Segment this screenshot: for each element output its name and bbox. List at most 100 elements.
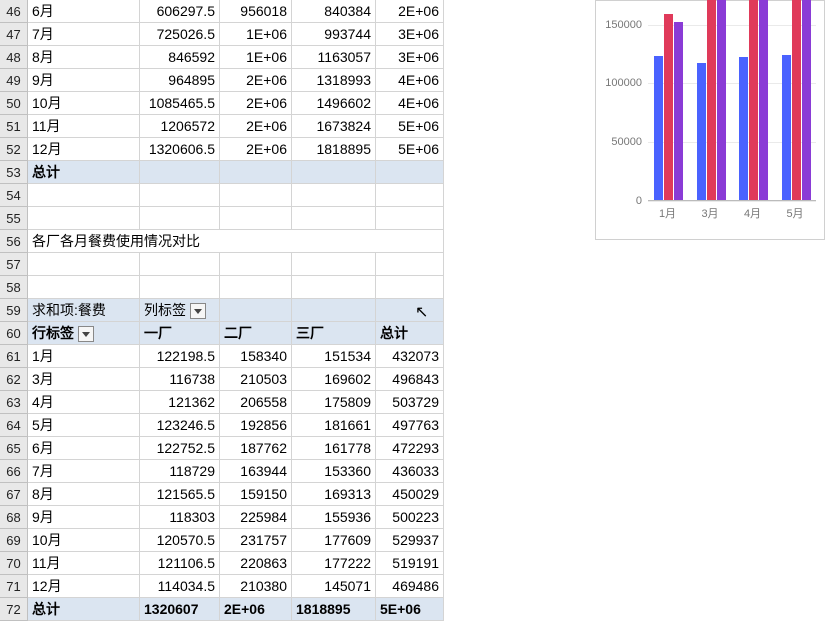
row-header[interactable]: 52	[0, 138, 28, 161]
row-header[interactable]: 48	[0, 46, 28, 69]
cell[interactable]: 145071	[292, 575, 376, 598]
cell[interactable]: 114034.5	[140, 575, 220, 598]
col-header[interactable]: 三厂	[292, 322, 376, 345]
row-header[interactable]: 51	[0, 115, 28, 138]
cell[interactable]: 210503	[220, 368, 292, 391]
cell[interactable]: 4E+06	[376, 69, 444, 92]
row-header[interactable]: 64	[0, 414, 28, 437]
cell[interactable]: 12月	[28, 138, 140, 161]
cell[interactable]	[292, 299, 376, 322]
cell[interactable]: 1318993	[292, 69, 376, 92]
row-header[interactable]: 71	[0, 575, 28, 598]
cell[interactable]	[292, 184, 376, 207]
cell[interactable]	[376, 161, 444, 184]
cell[interactable]: 116738	[140, 368, 220, 391]
cell[interactable]: 169602	[292, 368, 376, 391]
cell[interactable]	[28, 276, 140, 299]
cell[interactable]: 1673824	[292, 115, 376, 138]
row-header[interactable]: 67	[0, 483, 28, 506]
cell[interactable]	[292, 207, 376, 230]
cell[interactable]: 181661	[292, 414, 376, 437]
cell[interactable]: 497763	[376, 414, 444, 437]
cell[interactable]: 121565.5	[140, 483, 220, 506]
row-header[interactable]: 60	[0, 322, 28, 345]
cell[interactable]: 1496602	[292, 92, 376, 115]
cell[interactable]: 177609	[292, 529, 376, 552]
cell[interactable]: 432073	[376, 345, 444, 368]
cell[interactable]	[140, 207, 220, 230]
cell[interactable]: 1818895	[292, 138, 376, 161]
row-header[interactable]: 59	[0, 299, 28, 322]
cell[interactable]: 9月	[28, 506, 140, 529]
row-header[interactable]: 55	[0, 207, 28, 230]
cell[interactable]: 10月	[28, 529, 140, 552]
cell[interactable]: 1月	[28, 345, 140, 368]
cell[interactable]: 121362	[140, 391, 220, 414]
cell[interactable]: 175809	[292, 391, 376, 414]
pivot-field-label[interactable]: 求和项:餐费	[28, 299, 140, 322]
cell[interactable]: 450029	[376, 483, 444, 506]
cell[interactable]	[376, 299, 444, 322]
cell[interactable]: 2E+06	[376, 0, 444, 23]
cell[interactable]: 500223	[376, 506, 444, 529]
cell[interactable]: 220863	[220, 552, 292, 575]
cell[interactable]	[376, 207, 444, 230]
pivot-col-label[interactable]: 列标签	[140, 299, 220, 322]
cell[interactable]: 8月	[28, 46, 140, 69]
cell[interactable]: 2E+06	[220, 92, 292, 115]
cell[interactable]: 503729	[376, 391, 444, 414]
cell[interactable]	[140, 276, 220, 299]
cell[interactable]: 3E+06	[376, 46, 444, 69]
col-header[interactable]: 一厂	[140, 322, 220, 345]
cell[interactable]: 155936	[292, 506, 376, 529]
cell[interactable]: 187762	[220, 437, 292, 460]
cell[interactable]: 9月	[28, 69, 140, 92]
cell[interactable]: 519191	[376, 552, 444, 575]
cell[interactable]: 993744	[292, 23, 376, 46]
row-header[interactable]: 70	[0, 552, 28, 575]
row-header[interactable]: 49	[0, 69, 28, 92]
cell[interactable]	[220, 184, 292, 207]
cell[interactable]: 725026.5	[140, 23, 220, 46]
cell[interactable]: 122198.5	[140, 345, 220, 368]
cell[interactable]: 206558	[220, 391, 292, 414]
cell[interactable]: 3E+06	[376, 23, 444, 46]
row-header[interactable]: 66	[0, 460, 28, 483]
cell[interactable]: 6月	[28, 437, 140, 460]
cell[interactable]: 121106.5	[140, 552, 220, 575]
cell[interactable]: 11月	[28, 115, 140, 138]
cell[interactable]: 151534	[292, 345, 376, 368]
cell[interactable]	[292, 276, 376, 299]
cell[interactable]: 1E+06	[220, 46, 292, 69]
cell[interactable]: 840384	[292, 0, 376, 23]
cell[interactable]: 3月	[28, 368, 140, 391]
dropdown-icon[interactable]	[190, 303, 206, 319]
cell[interactable]: 11月	[28, 552, 140, 575]
cell[interactable]: 177222	[292, 552, 376, 575]
cell[interactable]	[292, 253, 376, 276]
row-header[interactable]: 69	[0, 529, 28, 552]
cell[interactable]	[376, 184, 444, 207]
cell[interactable]	[376, 253, 444, 276]
cell[interactable]: 4E+06	[376, 92, 444, 115]
cell[interactable]: 5E+06	[376, 138, 444, 161]
cell[interactable]: 158340	[220, 345, 292, 368]
cell[interactable]: 4月	[28, 391, 140, 414]
row-header[interactable]: 50	[0, 92, 28, 115]
cell[interactable]: 2E+06	[220, 138, 292, 161]
cell[interactable]	[220, 276, 292, 299]
row-header[interactable]: 68	[0, 506, 28, 529]
row-header[interactable]: 47	[0, 23, 28, 46]
cell[interactable]	[220, 161, 292, 184]
cell[interactable]: 161778	[292, 437, 376, 460]
cell[interactable]: 2E+06	[220, 115, 292, 138]
cell[interactable]	[376, 276, 444, 299]
cell[interactable]: 6月	[28, 0, 140, 23]
cell[interactable]: 1206572	[140, 115, 220, 138]
cell[interactable]: 472293	[376, 437, 444, 460]
row-header[interactable]: 57	[0, 253, 28, 276]
cell[interactable]: 12月	[28, 575, 140, 598]
cell[interactable]: 118303	[140, 506, 220, 529]
cell[interactable]: 118729	[140, 460, 220, 483]
cell[interactable]: 7月	[28, 460, 140, 483]
